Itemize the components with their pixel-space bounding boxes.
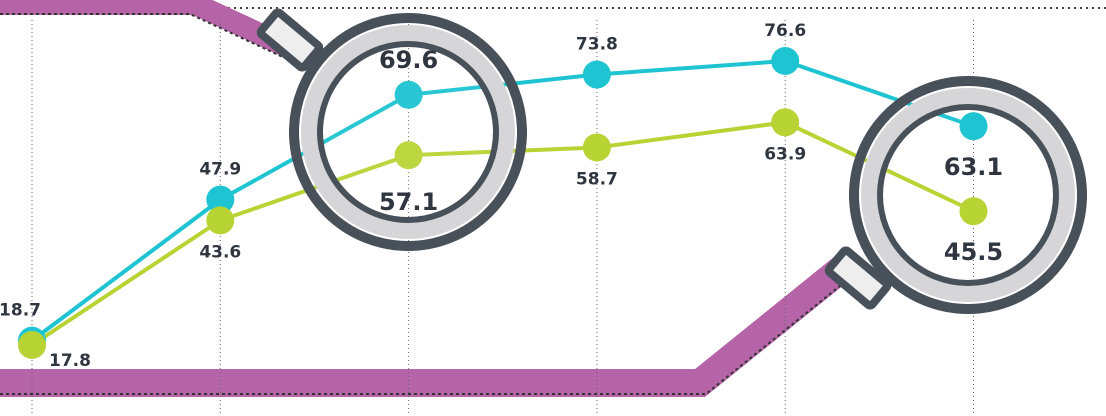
data-point <box>206 206 234 234</box>
data-label: 63.1 <box>944 153 1003 181</box>
data-point <box>960 197 988 225</box>
data-point <box>771 108 799 136</box>
data-point <box>771 47 799 75</box>
data-label: 17.8 <box>49 351 91 371</box>
data-label: 73.8 <box>576 35 618 55</box>
magnifier-handle <box>260 11 321 68</box>
data-label: 43.6 <box>199 242 241 262</box>
data-label: 57.1 <box>379 188 438 216</box>
ribbon <box>0 4 290 48</box>
magnifier-handle <box>828 249 889 306</box>
data-label: 18.7 <box>0 301 41 321</box>
data-label: 45.5 <box>944 238 1003 266</box>
chart: 18.7 47.9 69.6 73.8 76.6 63.1 17.8 43.6 57.1 58.7… <box>0 0 1106 416</box>
data-point <box>583 61 611 89</box>
data-point <box>583 133 611 161</box>
data-point <box>18 331 46 359</box>
data-label: 76.6 <box>764 21 806 41</box>
decoration <box>0 4 1106 394</box>
data-label: 63.9 <box>764 144 806 164</box>
data-point <box>960 112 988 140</box>
data-label: 69.6 <box>379 46 438 74</box>
data-label: 58.7 <box>576 169 618 189</box>
data-label: 47.9 <box>199 160 241 180</box>
